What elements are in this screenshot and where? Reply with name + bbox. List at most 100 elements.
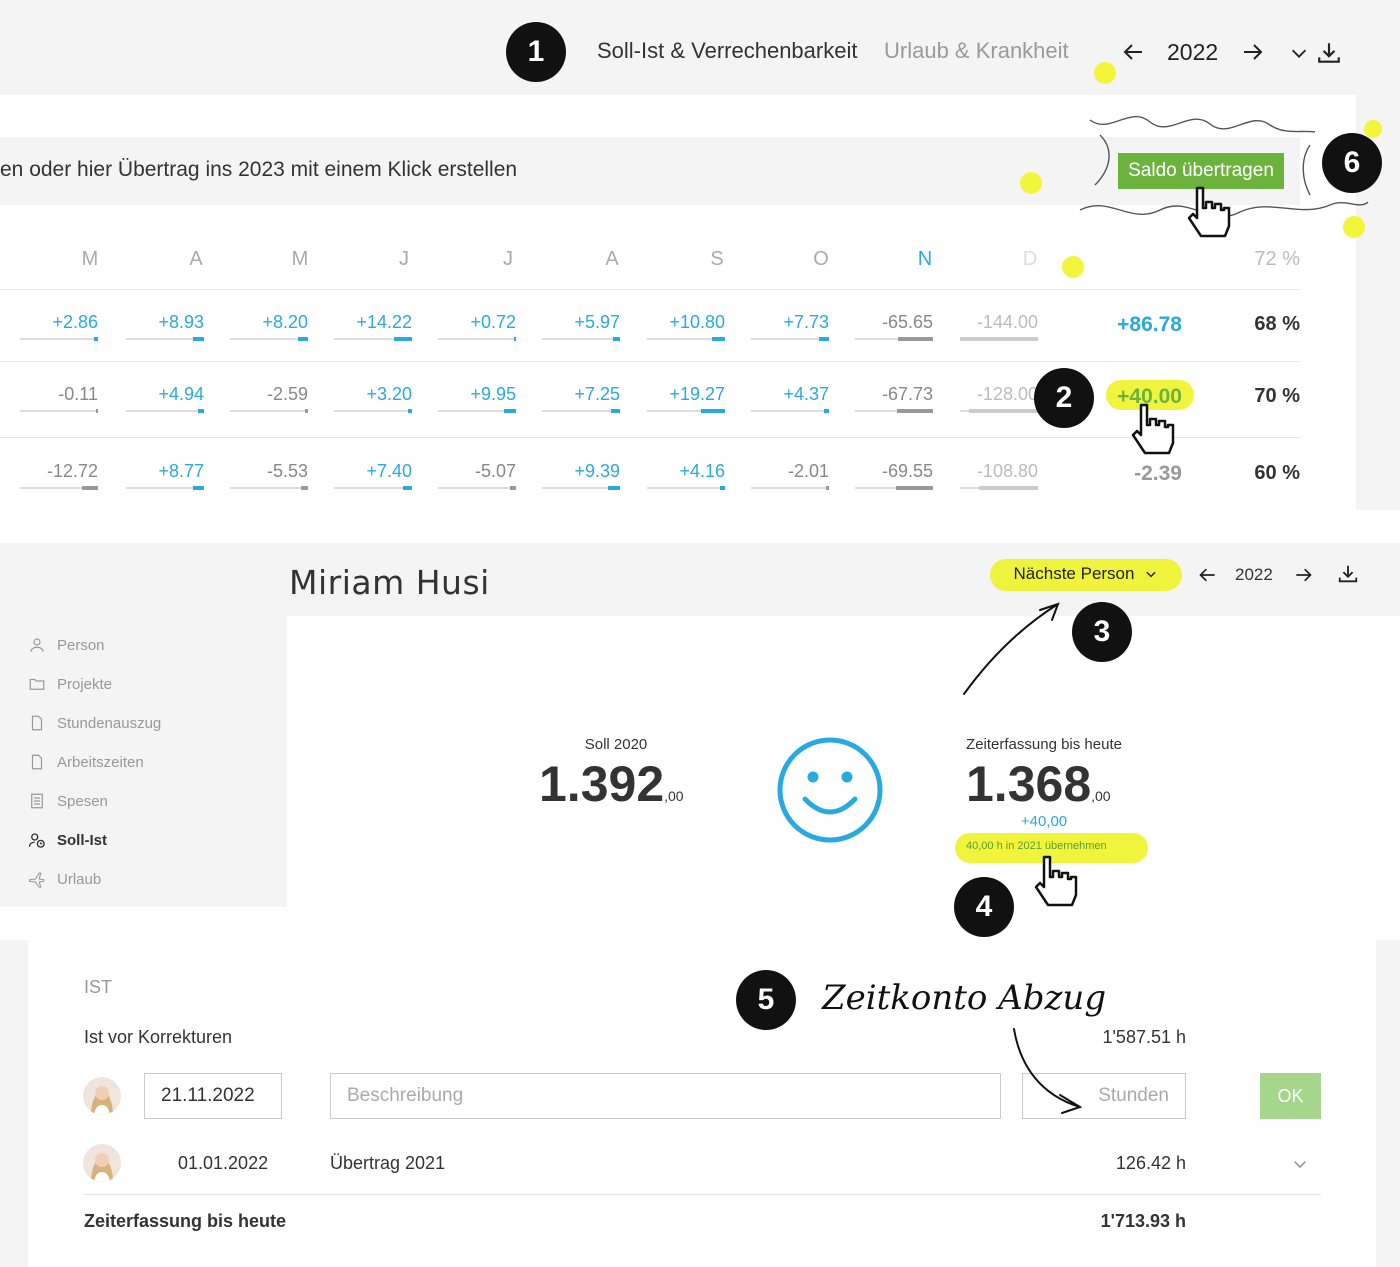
sidebar-item-label: Soll-Ist [57,831,108,849]
sidebar-item-label: Projekte [57,675,113,693]
row-percent: 70 % [1254,385,1300,407]
cell-underline [126,487,204,489]
cursor-hand-icon [1131,403,1175,455]
stats-card [287,616,1400,907]
month-header: A [605,248,619,270]
cell-underline [647,487,725,489]
cell-bar [612,337,620,341]
date-input[interactable]: 21.11.2022 [144,1073,282,1119]
row-divider [0,361,1300,362]
cell-bar [711,337,725,341]
hours-input[interactable]: Stunden [1022,1073,1186,1119]
balance-cell: -2.59 [266,384,308,404]
cell-bar [719,486,725,490]
month-header: D [1022,248,1038,270]
cell-bar [402,486,412,490]
avatar-image [91,1086,113,1115]
scribble-frame-icon [1079,116,1369,218]
cell-underline [542,487,620,489]
arrow-right-icon[interactable] [1293,565,1313,585]
balance-cell: -108.80 [976,461,1038,481]
balance-cell: -5.53 [266,461,308,481]
soll-label: Soll 2020 [584,736,648,753]
month-header: J [399,248,409,270]
download-icon[interactable] [1337,563,1359,585]
row-total[interactable]: +40.00 [1117,385,1182,408]
cell-underline [126,338,204,340]
saldo-transfer-button[interactable]: Saldo übertragen [1118,153,1284,189]
cell-underline [20,487,98,489]
sidebar-item-label: Arbeitszeiten [57,753,144,771]
arrow-annotation-icon [963,602,1060,695]
cell-bar [514,337,516,341]
annotation-badge-2: 2 [1034,368,1094,428]
cell-bar [826,486,829,490]
arrow-right-icon[interactable] [1240,40,1264,64]
cell-bar [823,409,829,413]
description-input[interactable]: Beschreibung [330,1073,1001,1119]
section-title: IST [84,977,113,997]
balance-cell: +8.93 [158,312,204,332]
balance-cell: +9.95 [470,384,516,404]
balance-cell: -12.72 [46,461,98,481]
next-person-dropdown[interactable]: Nächste Person [990,559,1182,589]
row-divider [0,437,1300,438]
arrow-left-icon[interactable] [1198,565,1218,585]
balance-cell: +8.20 [262,312,308,332]
avatar [83,1077,121,1115]
cell-underline [20,410,98,412]
balance-cell: -65.65 [881,312,933,332]
balance-cell: -5.07 [474,461,516,481]
row-divider [0,289,1300,290]
balance-cell: +2.86 [52,312,98,332]
cell-underline [855,410,933,412]
smiley-icon [777,737,883,843]
sidebar-item-projekte[interactable]: Projekte [28,672,112,696]
cell-underline [751,410,829,412]
balance-cell: +4.94 [158,384,204,404]
arrow-left-icon[interactable] [1122,40,1146,64]
sidebar-item-person[interactable]: Person [28,633,105,657]
sidebar-item-label: Person [57,636,105,654]
cursor-hand-icon [1034,855,1078,907]
sidebar-item-stundenauszug[interactable]: Stundenauszug [28,711,161,735]
balance-cell: -69.55 [881,461,933,481]
soll-number: 1.392 [539,756,665,812]
sidebar-item-arbeitszeiten[interactable]: Arbeitszeiten [28,750,144,774]
cell-bar [979,486,1038,490]
cell-bar [82,486,98,490]
soll-value: 1.392,00 [539,755,684,813]
annotation-badge-6: 6 [1322,133,1382,193]
cell-bar [408,409,412,413]
highlight-dot [1343,216,1365,238]
ist-number: 1.368 [966,756,1092,812]
folder-icon [29,678,45,690]
download-icon[interactable] [1316,40,1342,66]
sidebar-item-urlaub[interactable]: Urlaub [28,867,101,891]
cell-bar [503,409,516,413]
balance-cell: +19.27 [669,384,725,404]
sidebar-item-spesen[interactable]: Spesen [28,789,108,813]
cell-bar [896,409,933,413]
tab-urlaub-krankheit[interactable]: Urlaub & Krankheit [884,38,1069,63]
chevron-down-icon[interactable] [1288,42,1310,64]
entry-description: Übertrag 2021 [330,1153,446,1173]
chevron-down-icon [1146,571,1157,578]
sidebar-item-label: Urlaub [57,870,102,888]
person-name: Miriam Husi [289,563,490,602]
balance-cell: +7.73 [783,312,829,332]
sidebar-item-soll-ist[interactable]: Soll-Ist [28,828,107,852]
chevron-down-icon[interactable] [1291,1155,1309,1173]
row-total: +86.78 [1117,313,1182,336]
plane-icon [28,872,45,888]
cell-bar [895,486,933,490]
transfer-link[interactable]: 40,00 h in 2021 übernehmen [966,840,1107,852]
soll-ist-overview-panel: Soll-Ist & Verrechenbarkeit Urlaub & Kra… [0,0,1400,510]
cell-underline [647,338,725,340]
cell-bar [394,337,412,341]
cell-bar [96,409,98,413]
ok-button[interactable]: OK [1260,1073,1321,1119]
cell-underline [647,410,725,412]
tab-soll-ist[interactable]: Soll-Ist & Verrechenbarkeit [597,38,858,63]
balance-cell: -128.00 [976,384,1038,404]
